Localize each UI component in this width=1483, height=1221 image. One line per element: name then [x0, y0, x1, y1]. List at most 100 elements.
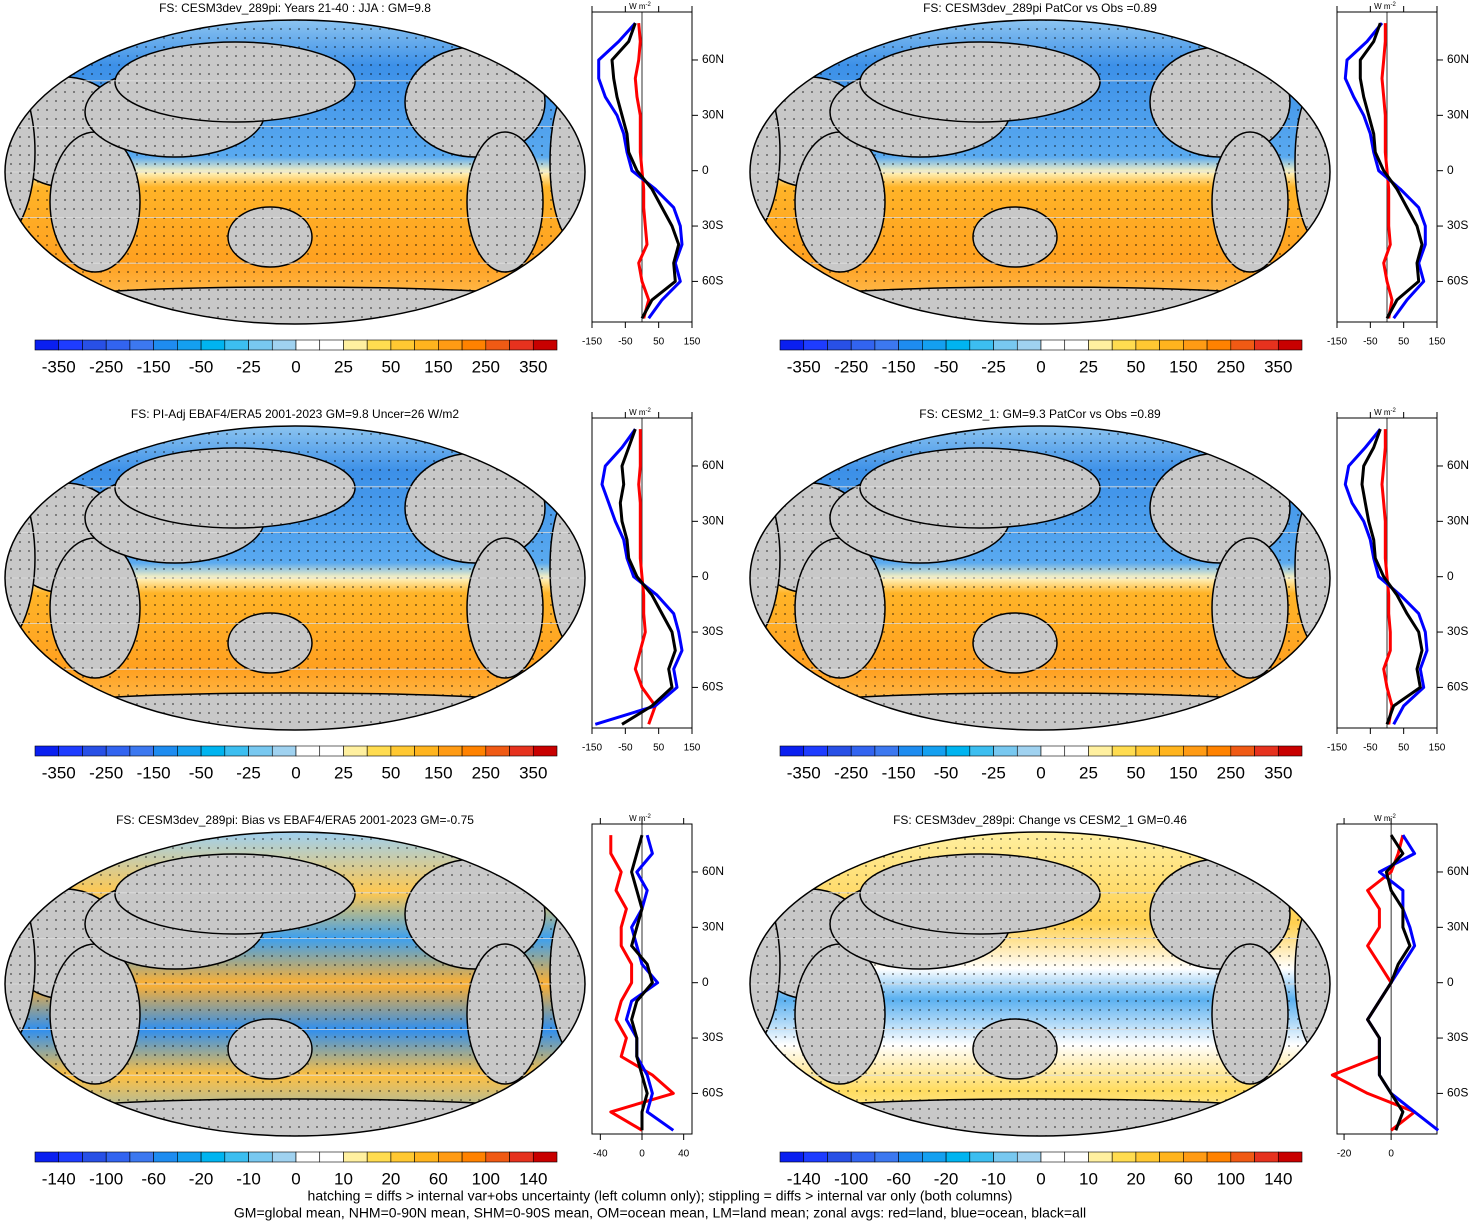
colorbar-box	[509, 339, 534, 351]
colorbar-box	[898, 1151, 923, 1163]
y-tick-label: 30S	[702, 218, 723, 232]
colorbar-label: -250	[834, 357, 868, 376]
colorbar-box	[129, 745, 154, 757]
colorbar-box	[34, 745, 60, 757]
colorbar-label: 100	[472, 1169, 500, 1188]
x-tick-label: -50	[1363, 743, 1378, 754]
y-tick-label: 60S	[702, 1086, 723, 1100]
colorbar-box	[1064, 745, 1089, 757]
y-tick-label: 60S	[702, 680, 723, 694]
zonal-profile	[610, 22, 681, 320]
colorbar-label: 10	[334, 1169, 353, 1188]
units-label: W m-2	[1374, 408, 1396, 418]
y-tick-label: 30N	[702, 108, 724, 122]
colorbar-box	[390, 339, 415, 351]
colorbar-label: -50	[189, 763, 214, 782]
colorbar-label: 0	[291, 357, 300, 376]
colorbar-box	[1135, 339, 1160, 351]
colorbar-box	[1040, 745, 1066, 757]
colorbar-label: 50	[1126, 357, 1145, 376]
colorbar-box	[827, 339, 852, 351]
colorbar-box	[993, 1151, 1018, 1163]
map	[5, 832, 585, 1136]
units-base: W m	[1374, 408, 1391, 417]
colorbar-box	[271, 745, 297, 757]
zonal-profile	[1360, 428, 1424, 725]
map-border	[4, 425, 586, 731]
colorbar-label: 20	[381, 1169, 400, 1188]
colorbar-box	[414, 339, 439, 351]
colorbar-box	[248, 339, 273, 351]
colorbar-label: -100	[89, 1169, 123, 1188]
x-tick-label: -150	[582, 743, 602, 754]
colorbar-box	[1183, 339, 1208, 351]
colorbar-box	[509, 1151, 534, 1163]
colorbar-label: 0	[1036, 1169, 1045, 1188]
x-tick-label: 150	[684, 743, 701, 754]
x-tick-label: 50	[1398, 337, 1410, 348]
colorbar-box	[248, 1151, 273, 1163]
y-tick-label: 30N	[1447, 108, 1469, 122]
y-tick-label: 30S	[1447, 624, 1468, 638]
colorbar-label: 25	[1079, 357, 1098, 376]
colorbar-label: 60	[429, 1169, 448, 1188]
colorbar-box	[153, 745, 178, 757]
colorbar-label: -250	[89, 357, 123, 376]
x-tick-label: -150	[1327, 743, 1347, 754]
y-tick-label: 0	[702, 975, 709, 989]
colorbar-box	[779, 339, 805, 351]
units-label: W m-2	[629, 408, 651, 418]
panel-title: FS: CESM3dev_289pi: Change vs CESM2_1 GM…	[893, 813, 1187, 827]
colorbar-box	[1135, 1151, 1160, 1163]
colorbar-box	[295, 339, 321, 351]
colorbar-box	[922, 745, 947, 757]
colorbar-box	[390, 1151, 415, 1163]
colorbar-box	[1040, 339, 1066, 351]
colorbar-box	[461, 1151, 487, 1163]
y-tick-label: 60S	[702, 274, 723, 288]
colorbar-box	[200, 339, 226, 351]
colorbar-box	[922, 339, 947, 351]
x-tick-label: 40	[678, 1149, 690, 1160]
colorbar-box	[532, 339, 558, 351]
colorbar-box	[1064, 1151, 1089, 1163]
colorbar-label: 0	[1036, 763, 1045, 782]
colorbar-box	[438, 745, 463, 757]
colorbar-box	[295, 1151, 321, 1163]
colorbar-box	[129, 339, 154, 351]
colorbar-box	[343, 339, 368, 351]
zonal-profile	[1366, 834, 1440, 1132]
zonal-profile	[1366, 834, 1412, 1131]
colorbar-box	[248, 745, 273, 757]
colorbar-label: 350	[1264, 763, 1292, 782]
colorbar-box	[105, 1151, 131, 1163]
colorbar-box	[1183, 1151, 1208, 1163]
colorbar-box	[827, 1151, 852, 1163]
colorbar-box	[1088, 339, 1113, 351]
units-exp: -2	[1391, 814, 1397, 820]
colorbar-box	[850, 1151, 876, 1163]
map-border	[4, 831, 586, 1137]
colorbar-box	[390, 745, 415, 757]
colorbar-label: -350	[42, 763, 76, 782]
colorbar-box	[224, 1151, 249, 1163]
colorbar-box	[177, 339, 202, 351]
y-tick-label: 60N	[1447, 52, 1469, 66]
x-tick-label: -150	[1327, 337, 1347, 348]
colorbar-label: -60	[141, 1169, 166, 1188]
colorbar-label: -250	[834, 763, 868, 782]
colorbar-box	[1277, 745, 1303, 757]
colorbar-box	[1016, 1151, 1042, 1163]
footer-note: hatching = diffs > internal var+obs unce…	[308, 1188, 1013, 1204]
x-tick-label: 50	[653, 337, 665, 348]
colorbar-box	[1254, 1151, 1279, 1163]
colorbar-label: 350	[519, 357, 547, 376]
colorbar-box	[1206, 339, 1232, 351]
colorbar-box	[969, 745, 994, 757]
y-tick-label: 0	[702, 569, 709, 583]
colorbar-box	[1159, 1151, 1184, 1163]
colorbar-label: -350	[42, 357, 76, 376]
colorbar-box	[945, 339, 971, 351]
colorbar-box	[271, 339, 297, 351]
colorbar-box	[200, 1151, 226, 1163]
